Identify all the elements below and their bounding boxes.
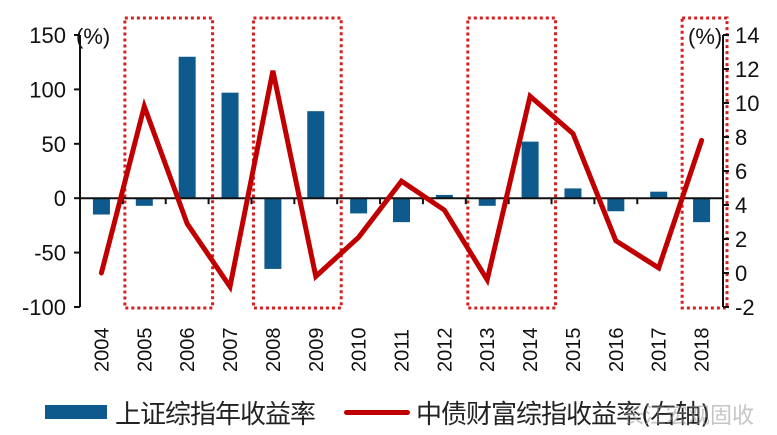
x-tick-label: 2005 <box>134 328 156 373</box>
x-tick-label: 2007 <box>220 328 242 373</box>
right-tick-label: 8 <box>735 125 747 150</box>
bar-2017 <box>650 191 668 199</box>
right-tick-label: 12 <box>735 57 759 82</box>
legend: 上证综指年收益率 中债财富综指收益率(右轴) <box>0 394 777 430</box>
combo-chart: 150 100 50 0 -50 -100 14 12 10 8 6 4 2 0 -2 2004 2005 200… <box>22 16 760 372</box>
left-tick-label: 150 <box>29 23 66 48</box>
x-tick-label: 2008 <box>263 328 285 373</box>
bond-index-line <box>98 70 705 293</box>
left-axis-unit: (%) <box>76 24 110 49</box>
x-tick-label: 2004 <box>91 328 113 373</box>
right-tick-label: 6 <box>735 159 747 184</box>
bar-2004 <box>92 198 110 215</box>
bar-2007 <box>221 92 239 199</box>
x-tick-label: 2017 <box>649 328 671 373</box>
legend-line-label: 中债财富综指收益率(右轴) <box>416 399 710 430</box>
x-tick-label: 2006 <box>177 328 199 373</box>
highlight-boxes <box>123 16 729 310</box>
x-tick-label: 2014 <box>520 328 542 373</box>
left-tick-label: -50 <box>34 241 66 266</box>
bar-2015 <box>564 188 582 199</box>
bar-2012 <box>435 194 453 199</box>
x-tick-label: 2012 <box>434 328 456 373</box>
axes <box>74 34 729 308</box>
watermark: 长江宏观固收 <box>622 404 755 429</box>
bar-2016 <box>607 198 625 212</box>
legend-line-swatch <box>344 409 410 415</box>
x-tick-label: 2011 <box>392 329 414 372</box>
left-tick-label: 50 <box>42 132 66 157</box>
x-tick-label: 2009 <box>306 328 328 373</box>
left-tick-label: 100 <box>29 77 66 102</box>
bar-2011 <box>393 198 410 223</box>
right-tick-label: 4 <box>735 193 747 218</box>
right-tick-label: 0 <box>735 261 747 286</box>
x-tick-label: 2015 <box>563 328 585 373</box>
line-series <box>98 70 705 293</box>
bar-2014 <box>521 141 539 199</box>
left-tick-label: 0 <box>54 186 66 211</box>
legend-item-line: 中债财富综指收益率(右轴) <box>344 394 710 430</box>
bar-2013 <box>478 198 496 206</box>
right-tick-label: 10 <box>735 91 759 116</box>
right-tick-label: -2 <box>735 295 755 320</box>
x-tick-label: 2010 <box>349 328 371 373</box>
x-tick-label: 2016 <box>606 328 628 373</box>
x-tick-label: 2013 <box>477 328 499 373</box>
highlight-box <box>466 16 558 310</box>
highlight-box <box>680 16 729 310</box>
left-tick-label: -100 <box>22 295 66 320</box>
bar-2009 <box>307 111 325 199</box>
bar-2010 <box>350 198 368 214</box>
bar-2018 <box>693 198 711 223</box>
legend-bar-swatch <box>45 405 107 419</box>
highlight-box <box>251 16 343 310</box>
bar-2006 <box>178 56 196 199</box>
right-tick-label: 2 <box>735 227 747 252</box>
bar-2008 <box>264 198 282 269</box>
right-axis-unit: (%) <box>688 24 722 49</box>
legend-item-bar: 上证综指年收益率 <box>45 394 316 430</box>
highlight-box <box>123 16 215 310</box>
bar-2005 <box>135 198 153 206</box>
bar-series <box>92 56 711 269</box>
right-tick-label: 14 <box>735 23 759 48</box>
axis-labels: 150 100 50 0 -50 -100 14 12 10 8 6 4 2 0 -2 2004 2005 200… <box>22 23 760 372</box>
x-tick-label: 2018 <box>692 328 714 373</box>
legend-bar-label: 上证综指年收益率 <box>115 399 316 430</box>
